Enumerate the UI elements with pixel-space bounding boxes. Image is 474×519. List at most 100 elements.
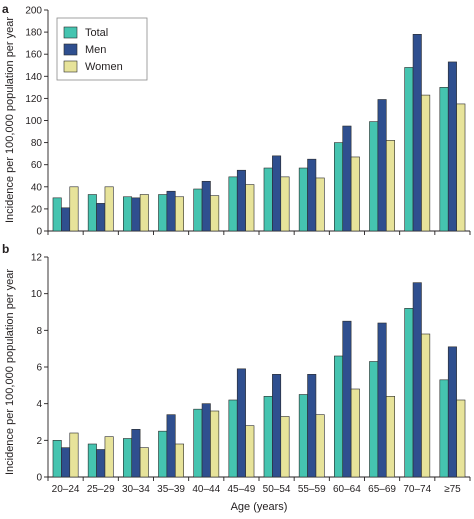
bar-a-men-3 [166,190,176,232]
y-tick-label-b: 6 [36,363,42,374]
bar-a-total-5 [228,176,238,232]
bar-b-women-2 [139,447,149,478]
bar-b-women-1 [104,436,114,478]
bar-b-total-11 [439,379,449,478]
x-tick-label-11: ≥75 [444,484,461,495]
y-tick-label-a: 120 [25,94,42,105]
bar-b-women-3 [174,443,184,478]
bar-b-men-10 [412,282,422,478]
panel-a: 0 20 40 60 80 100 120 140 160 180 200 [25,6,471,238]
bar-b-total-7 [298,394,308,478]
x-tick-label-3: 35–39 [157,484,185,495]
bar-b-women-4 [210,410,220,478]
y-tick-label-a: 140 [25,72,42,83]
bar-a-men-1 [96,203,106,232]
bar-b-total-10 [404,308,414,478]
bar-b-total-6 [263,396,273,478]
bar-b-women-0 [69,432,79,478]
bar-a-women-1 [104,186,114,232]
bar-a-men-0 [61,207,71,232]
bar-a-women-5 [245,184,255,232]
bar-a-women-4 [210,195,220,232]
bar-a-total-6 [263,167,273,232]
bar-b-total-1 [87,443,97,478]
bar-b-total-2 [123,438,133,478]
panel-b: 0 2 4 6 8 10 12 20–24 25–29 30–34 35–39 40–44 45–49 5… [31,253,471,495]
bar-b-men-6 [272,374,282,478]
bar-a-total-1 [87,194,97,232]
bar-a-men-9 [377,99,387,232]
bar-b-men-5 [236,368,246,478]
y-axis-title-b: Incidence per 100,000 population per yea… [4,269,16,475]
legend: Total Men Women [56,17,148,81]
legend-label-total: Total [85,27,108,39]
bar-b-men-9 [377,322,387,478]
x-axis-title: Age (years) [231,501,288,513]
bar-a-men-7 [307,158,317,232]
legend-swatch-women [63,60,78,73]
bar-a-women-2 [139,194,149,232]
bar-b-total-0 [52,440,62,478]
y-tick-label-a: 20 [31,204,43,215]
legend-swatch-men [63,43,78,56]
legend-label-men: Men [85,44,106,56]
bar-b-women-6 [280,416,290,478]
bar-b-men-8 [342,320,352,478]
bar-a-men-11 [447,61,457,232]
panel-label-b: b [2,242,9,256]
bar-a-women-3 [174,196,184,232]
bar-b-total-3 [158,430,168,478]
bar-b-men-4 [201,403,211,478]
x-tick-label-7: 55–59 [298,484,326,495]
bar-a-total-2 [123,196,133,232]
x-tick-label-1: 25–29 [87,484,115,495]
bar-a-total-0 [52,197,62,232]
x-tick-label-8: 60–64 [333,484,361,495]
bar-a-women-11 [456,103,466,232]
bar-a-total-7 [298,167,308,232]
bar-b-men-3 [166,414,176,478]
bar-a-total-8 [334,142,344,232]
y-tick-label-b: 8 [36,326,42,337]
y-tick-label-a: 60 [31,160,43,171]
y-tick-label-b: 0 [36,473,42,484]
bar-b-total-5 [228,399,238,478]
y-tick-label-b: 10 [31,289,43,300]
bar-b-men-7 [307,374,317,478]
bar-b-men-0 [61,447,71,478]
y-tick-label-a: 40 [31,182,43,193]
bar-b-total-4 [193,408,203,478]
panel-label-a: a [2,2,9,16]
y-tick-label-a: 200 [25,6,42,17]
bar-b-men-1 [96,449,106,478]
y-axis-title-a: Incidence per 100,000 population per yea… [4,17,16,223]
bar-a-women-7 [315,177,325,232]
bar-a-men-5 [236,169,246,232]
bar-a-women-8 [350,156,360,232]
bar-a-men-2 [131,197,141,232]
bar-b-women-10 [421,333,431,478]
bar-a-total-9 [369,121,379,232]
y-tick-label-a: 160 [25,50,42,61]
legend-swatch-total [63,26,78,39]
y-tick-label-a: 180 [25,28,42,39]
y-tick-label-a: 100 [25,116,42,127]
x-tick-label-5: 45–49 [228,484,256,495]
bar-a-total-4 [193,188,203,232]
bar-a-men-10 [412,34,422,232]
bar-b-men-11 [447,346,457,478]
bar-b-total-8 [334,355,344,478]
y-tick-label-b: 4 [36,399,42,410]
bar-b-women-11 [456,399,466,478]
bar-a-men-6 [272,155,282,232]
bar-a-women-6 [280,176,290,232]
bar-a-women-9 [385,140,395,232]
bar-b-women-5 [245,425,255,478]
y-tick-label-b: 2 [36,436,42,447]
bar-b-women-9 [385,396,395,478]
bar-a-total-10 [404,67,414,232]
x-tick-label-2: 30–34 [122,484,150,495]
y-tick-label-b: 12 [31,253,43,264]
